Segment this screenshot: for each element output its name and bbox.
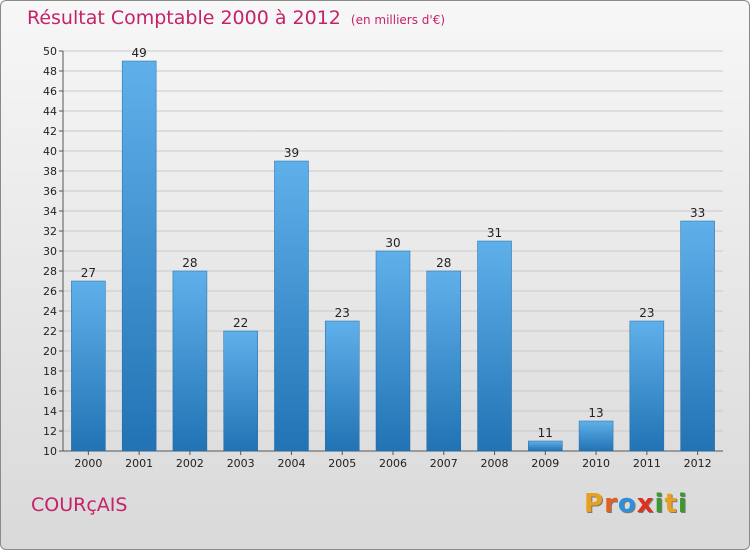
y-tick-label: 18 [43, 365, 57, 378]
x-tick-label: 2009 [531, 457, 559, 470]
bar-value-label: 23 [335, 306, 350, 320]
bar [477, 240, 512, 452]
logo-letter: i [654, 489, 665, 519]
bar [71, 280, 106, 452]
x-tick-label: 2000 [74, 457, 102, 470]
bar [528, 440, 563, 452]
bar [578, 420, 614, 452]
proxiti-logo: Proxiti [584, 489, 688, 519]
y-tick-label: 42 [43, 125, 57, 138]
y-tick-label: 48 [43, 65, 57, 78]
bar [223, 330, 258, 452]
x-tick-label: 2011 [633, 457, 661, 470]
y-tick-label: 20 [43, 345, 57, 358]
bar [121, 60, 157, 452]
y-tick-label: 44 [43, 105, 57, 118]
y-tick-label: 22 [43, 325, 57, 338]
y-tick-label: 38 [43, 165, 57, 178]
bar [426, 270, 462, 452]
bar-value-label: 22 [233, 316, 248, 330]
x-tick-label: 2006 [379, 457, 407, 470]
x-tick-label: 2002 [176, 457, 204, 470]
bar-value-label: 30 [385, 236, 400, 250]
logo-letter: o [617, 489, 637, 519]
x-tick-label: 2001 [125, 457, 153, 470]
y-tick-label: 10 [43, 445, 57, 458]
logo-letter: x [636, 489, 655, 519]
y-tick-label: 12 [43, 425, 57, 438]
logo-letter: i [677, 489, 688, 519]
logo-letter: r [604, 489, 618, 519]
y-tick-label: 50 [43, 45, 57, 58]
x-tick-label: 2010 [582, 457, 610, 470]
y-tick-label: 26 [43, 285, 57, 298]
y-tick-label: 16 [43, 385, 57, 398]
y-tick-label: 28 [43, 265, 57, 278]
bar-value-label: 28 [436, 256, 451, 270]
x-tick-label: 2004 [277, 457, 305, 470]
logo-letter: t [664, 489, 678, 519]
x-tick-label: 2003 [227, 457, 255, 470]
bar [324, 320, 360, 452]
chart-subtitle: (en milliers d'€) [350, 13, 446, 27]
commune-name: COURçAIS [31, 494, 128, 516]
bars [71, 60, 715, 452]
chart-title: Résultat Comptable 2000 à 2012 (en millie… [27, 7, 445, 29]
y-tick-label: 46 [43, 85, 57, 98]
bar [629, 320, 665, 452]
bar-value-label: 27 [81, 266, 96, 280]
bar-value-label: 31 [487, 226, 502, 240]
bar [274, 160, 309, 452]
x-tick-label: 2007 [430, 457, 458, 470]
labels: 10 12 14 16 18 20 22 24 26 28 30 32 34 36 38 40 42 44 46 48… [43, 45, 712, 470]
y-tick-label: 34 [43, 205, 57, 218]
bar-value-label: 33 [690, 206, 705, 220]
y-tick-label: 32 [43, 225, 57, 238]
bar-value-label: 13 [588, 406, 603, 420]
y-tick-label: 40 [43, 145, 57, 158]
logo-letter: P [584, 489, 605, 519]
x-tick-label: 2005 [328, 457, 356, 470]
bar-value-label: 49 [132, 46, 147, 60]
y-tick-label: 24 [43, 305, 57, 318]
bar-value-label: 11 [538, 426, 553, 440]
x-tick-label: 2008 [481, 457, 509, 470]
y-tick-label: 14 [43, 405, 57, 418]
bar-value-label: 39 [284, 146, 299, 160]
x-tick-label: 2012 [684, 457, 712, 470]
bar [375, 250, 411, 452]
y-tick-label: 30 [43, 245, 57, 258]
bar [172, 270, 208, 452]
y-tick-label: 36 [43, 185, 57, 198]
bar-value-label: 28 [182, 256, 197, 270]
bar [680, 220, 715, 452]
bar-value-label: 23 [639, 306, 654, 320]
title-text: Résultat Comptable 2000 à 2012 [27, 7, 341, 29]
